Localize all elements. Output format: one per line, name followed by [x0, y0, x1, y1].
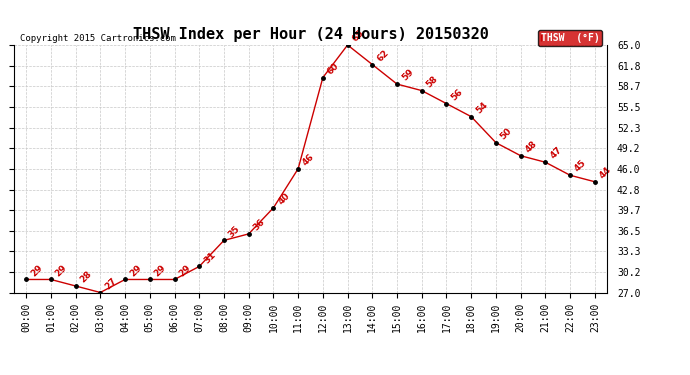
Text: Copyright 2015 Cartronics.com: Copyright 2015 Cartronics.com	[20, 33, 176, 42]
Text: 29: 29	[177, 263, 193, 278]
Text: 31: 31	[202, 250, 217, 265]
Text: 35: 35	[227, 224, 242, 239]
Text: 47: 47	[548, 146, 564, 161]
Text: 56: 56	[449, 87, 464, 102]
Text: 59: 59	[400, 68, 415, 83]
Text: 29: 29	[54, 263, 69, 278]
Text: 29: 29	[128, 263, 143, 278]
Text: 29: 29	[152, 263, 168, 278]
Title: THSW Index per Hour (24 Hours) 20150320: THSW Index per Hour (24 Hours) 20150320	[132, 27, 489, 42]
Text: 46: 46	[301, 152, 316, 167]
Text: 54: 54	[474, 100, 489, 115]
Text: 40: 40	[276, 191, 291, 207]
Text: 48: 48	[524, 139, 539, 154]
Text: 36: 36	[251, 217, 266, 232]
Text: 58: 58	[424, 74, 440, 89]
Text: 50: 50	[499, 126, 514, 141]
Text: 27: 27	[103, 276, 119, 291]
Text: 28: 28	[79, 269, 94, 285]
Text: 45: 45	[573, 159, 588, 174]
Text: 65: 65	[351, 28, 366, 44]
Text: 29: 29	[29, 263, 44, 278]
Text: 60: 60	[326, 61, 341, 76]
Text: 44: 44	[598, 165, 613, 180]
Legend: THSW  (°F): THSW (°F)	[538, 30, 602, 46]
Text: 62: 62	[375, 48, 391, 63]
